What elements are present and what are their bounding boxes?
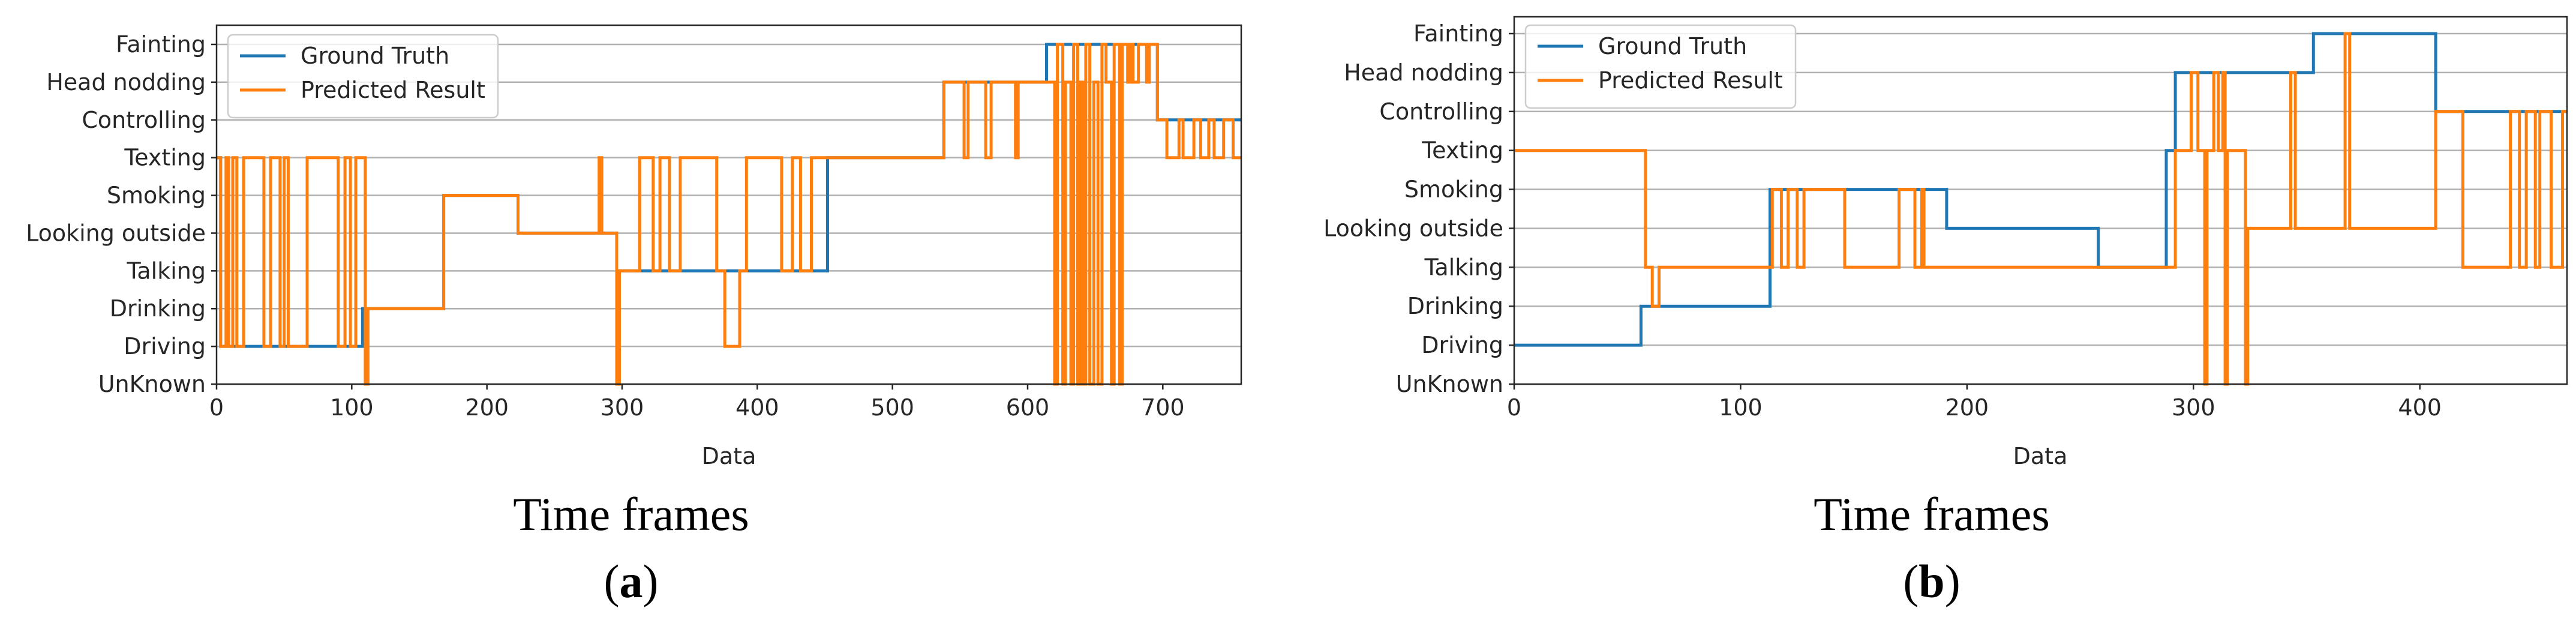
panel-a-y-ticks: UnKnown Driving Drinking Talking Looking out… — [26, 31, 217, 397]
panel-a-legend-predicted-label: Predicted Result — [301, 77, 485, 103]
panel-b-ytick-label-drinking: Drinking — [1407, 293, 1503, 319]
panel-b-ytick-label-head-nodding: Head nodding — [1344, 59, 1503, 86]
panel-b-ytick-label-controlling: Controlling — [1379, 98, 1503, 125]
panel-a-caption: Time frames — [513, 488, 749, 540]
panel-a-ytick-label-looking-outside: Looking outside — [26, 220, 206, 246]
panel-b-ytick-label-looking-outside: Looking outside — [1323, 215, 1503, 241]
panel-b-panel-label: (b) — [1903, 555, 1960, 607]
panel-a-xtick-label-600: 600 — [1006, 394, 1050, 421]
panel-a-label-open: ( — [604, 555, 620, 607]
panel-a-xtick-label-700: 700 — [1141, 394, 1185, 421]
panel-a-legend-ground-truth-label: Ground Truth — [301, 43, 449, 69]
panel-a-legend: Ground Truth Predicted Result — [227, 34, 499, 119]
panel-a-xtick-label-0: 0 — [209, 394, 224, 421]
panel-b-ytick-label-unknown: UnKnown — [1396, 371, 1503, 397]
panel-a-ytick-label-drinking: Drinking — [110, 295, 206, 322]
panel-b-ytick-label-texting: Texting — [1421, 137, 1503, 164]
panel-b-xtick-label-400: 400 — [2398, 394, 2442, 421]
panel-b-y-ticks: UnKnown Driving Drinking Talking Looking out… — [1323, 20, 1514, 397]
panel-b-legend-box — [1524, 24, 1797, 109]
panel-a-xtick-label-100: 100 — [330, 394, 374, 421]
panel-b-xtick-label-300: 300 — [2172, 394, 2215, 421]
panel-b-x-ticks: 0 100 200 300 400 — [1507, 384, 2442, 421]
panel-a-ytick-label-texting: Texting — [124, 145, 206, 171]
panel-b-ytick-label-smoking: Smoking — [1404, 176, 1503, 203]
panel-b-xtick-label-0: 0 — [1507, 394, 1521, 421]
panel-a-series-predicted-result-line — [217, 43, 1241, 386]
panel-b-ytick-label-driving: Driving — [1421, 332, 1503, 358]
panel-a-ytick-label-fainting: Fainting — [116, 31, 206, 58]
panel-b-ytick-label-fainting: Fainting — [1413, 20, 1503, 47]
panel-b-xtick-label-200: 200 — [1945, 394, 1989, 421]
panel-a-xtick-label-300: 300 — [601, 394, 644, 421]
panel-a-ytick-label-head-nodding: Head nodding — [46, 69, 206, 95]
panel-b-caption: Time frames — [1814, 488, 2050, 540]
panel-b-legend: Ground Truth Predicted Result — [1524, 24, 1797, 109]
panel-b-label-close: ) — [1945, 555, 1960, 607]
panel-a-ytick-label-unknown: UnKnown — [98, 371, 206, 397]
panel-a-ytick-label-driving: Driving — [124, 333, 206, 360]
panel-a-plot-frame — [215, 24, 1242, 385]
panel-a-xtick-label-400: 400 — [735, 394, 779, 421]
panel-b-label-open: ( — [1903, 555, 1919, 607]
panel-b-series-predicted-result-line — [1514, 32, 2567, 386]
panel-b-chart: UnKnown Driving Drinking Talking Looking out… — [1323, 16, 2568, 607]
panel-b-series-layer — [1514, 32, 2567, 386]
panel-a-ytick-label-controlling: Controlling — [82, 107, 206, 133]
panel-a-legend-box — [227, 34, 499, 119]
panel-a-ytick-label-talking: Talking — [126, 257, 206, 284]
panel-a-label-letter: a — [620, 555, 643, 607]
panel-b-xtick-label-100: 100 — [1719, 394, 1763, 421]
panel-a-ytick-label-smoking: Smoking — [107, 182, 206, 209]
panel-a-series-layer — [217, 43, 1241, 386]
panel-a-xtick-label-500: 500 — [870, 394, 914, 421]
panel-a-x-ticks: 0 100 200 300 400 500 600 700 — [209, 384, 1185, 421]
panel-b-ytick-label-talking: Talking — [1424, 254, 1503, 280]
panel-a-label-close: ) — [643, 555, 659, 607]
panel-a-x-axis-label: Data — [702, 443, 756, 469]
panel-a-chart: UnKnown Driving Drinking Talking Looking out… — [26, 24, 1242, 607]
panel-b-legend-predicted-label: Predicted Result — [1598, 67, 1783, 94]
panel-b-label-letter: b — [1919, 555, 1944, 607]
panel-b-legend-ground-truth-label: Ground Truth — [1598, 33, 1747, 59]
panel-b-plot-frame — [1513, 16, 2568, 385]
panel-a-panel-label: (a) — [604, 555, 659, 607]
panel-b-x-axis-label: Data — [2013, 443, 2068, 469]
panel-a-xtick-label-200: 200 — [465, 394, 509, 421]
